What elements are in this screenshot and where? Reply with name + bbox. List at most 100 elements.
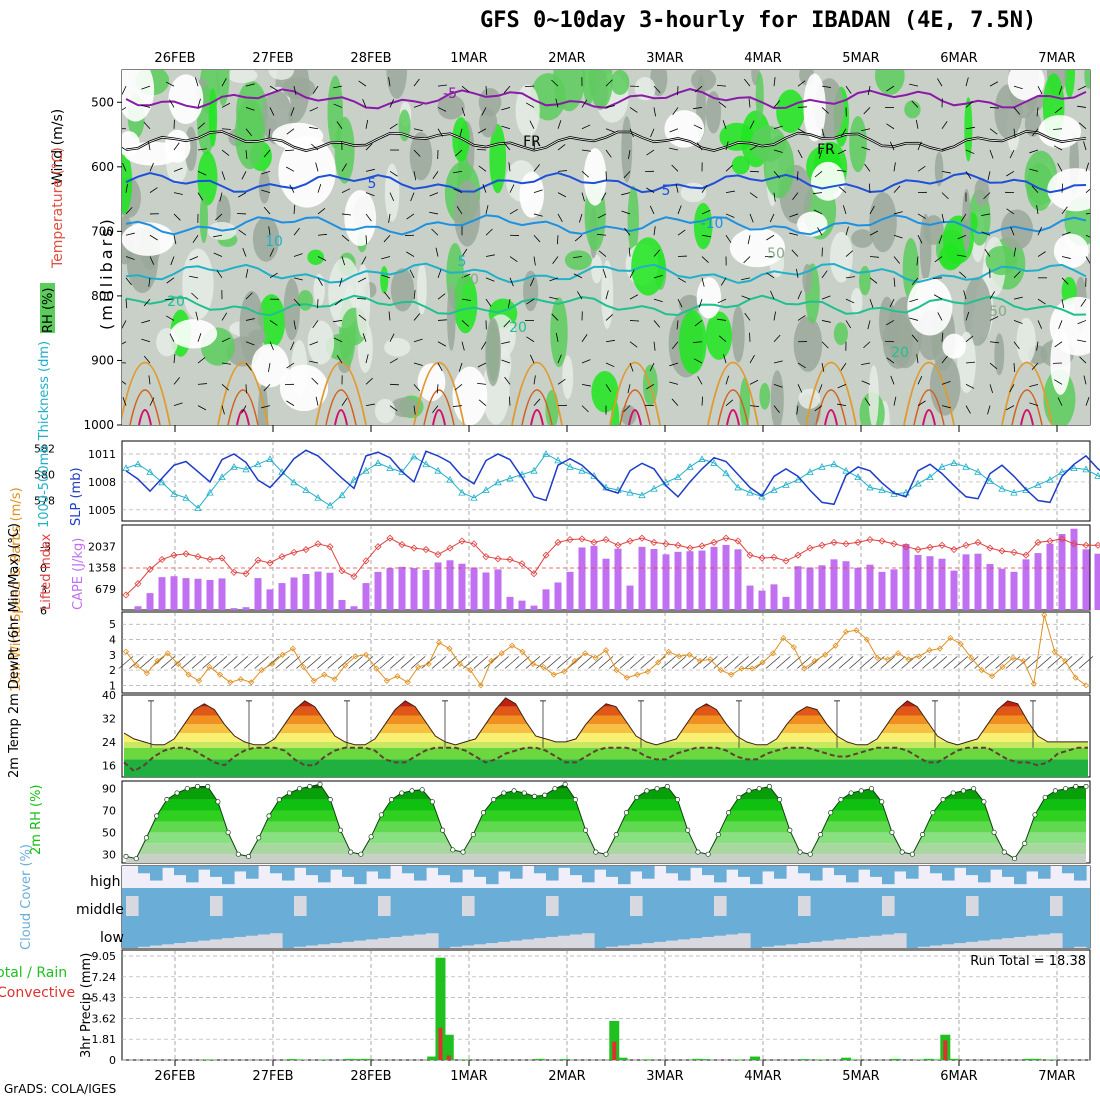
ua-ytick-label: 500 xyxy=(91,95,114,109)
wind-barb xyxy=(477,128,487,134)
wind-barb xyxy=(725,190,735,194)
precip-tick-label: 5.43 xyxy=(92,992,117,1005)
wind-barb xyxy=(743,256,751,264)
lifted-index-point xyxy=(686,544,694,552)
wind-speed-point xyxy=(623,674,630,681)
cape-bar xyxy=(278,583,286,610)
wind-barb xyxy=(122,85,127,95)
wind10m-barb xyxy=(191,656,207,669)
wind-speed-point xyxy=(446,645,453,652)
wind-barb xyxy=(675,183,679,193)
thickness-point xyxy=(866,483,874,491)
cape-bar xyxy=(866,564,874,610)
rh-dry-patch xyxy=(168,74,204,124)
thickness-tick-label: 578 xyxy=(34,494,55,507)
wind-speed-point xyxy=(1020,657,1027,664)
wind-barb xyxy=(987,171,991,181)
cloud-low-bar xyxy=(570,934,583,948)
wind-barb xyxy=(845,298,855,304)
wind-barb xyxy=(1029,383,1039,388)
lifted-index-point xyxy=(446,544,454,552)
wind-barb xyxy=(605,128,615,133)
rh-patch xyxy=(939,244,962,271)
wind-speed-point xyxy=(227,679,234,686)
rh-band xyxy=(126,854,1086,863)
wind-barb xyxy=(221,78,227,87)
wind-barb xyxy=(269,320,278,326)
wind-barb xyxy=(290,107,295,117)
rh-patch xyxy=(1026,163,1054,211)
wind-barb xyxy=(623,405,631,413)
rh-tick-label: 90 xyxy=(102,783,116,796)
wind-speed-point xyxy=(1041,611,1048,619)
rh-patch xyxy=(417,262,427,315)
cloud-low-bar xyxy=(198,940,211,948)
rh-patch xyxy=(268,70,295,80)
wind-barb xyxy=(413,78,420,87)
wind10m-barb xyxy=(922,656,937,669)
wind10m-barb xyxy=(797,656,812,669)
wind-barb xyxy=(268,128,271,138)
wind-barb xyxy=(341,397,348,406)
cape-bar xyxy=(722,544,730,610)
rh-point xyxy=(930,810,936,816)
wind-barb xyxy=(1013,320,1023,324)
wind-barb xyxy=(796,268,799,278)
wind-barb xyxy=(672,107,679,115)
cloud-high-bar xyxy=(234,866,247,872)
wind-barb xyxy=(1054,107,1063,114)
thickness-point xyxy=(854,473,862,481)
rh-patch xyxy=(452,117,470,162)
lifted-index-point xyxy=(242,570,250,578)
cloud-high-bar xyxy=(870,866,883,877)
rh-patch xyxy=(591,371,619,413)
lifted-index-point xyxy=(1010,548,1018,556)
date-label-top-9: 7MAR xyxy=(1038,51,1075,66)
cloud-low-bar xyxy=(810,941,823,948)
cape-bar xyxy=(698,550,706,610)
wind-speed-point xyxy=(759,659,766,666)
wind-barb xyxy=(717,318,727,321)
wind10m-barb xyxy=(1057,656,1073,669)
bl-contour xyxy=(122,361,171,425)
wind10m-barb xyxy=(661,656,676,669)
wind-barb xyxy=(837,383,847,389)
thickness-point xyxy=(806,468,814,475)
rh-point xyxy=(889,829,895,835)
thickness-point xyxy=(182,493,190,501)
wind-speed-point xyxy=(947,634,954,642)
wind-barb xyxy=(984,248,991,257)
wind-speed-point xyxy=(675,653,683,660)
wind-barb xyxy=(1085,234,1090,238)
rh-patch xyxy=(964,97,973,162)
wind-barb xyxy=(722,120,727,129)
precip-total-bar xyxy=(841,1057,851,1060)
wind-barb xyxy=(533,234,541,243)
bl-contour xyxy=(423,389,455,425)
lifted-index-point xyxy=(590,538,598,547)
rh-patch xyxy=(234,99,265,170)
cloud-low-bar xyxy=(954,943,967,948)
rh-patch xyxy=(678,294,701,315)
cloud-high-bar xyxy=(606,866,619,877)
bl-contour xyxy=(511,361,563,425)
cloud-high-bar xyxy=(582,866,595,883)
lifted-index-point xyxy=(950,545,958,554)
wind-barb xyxy=(166,277,175,284)
wind-barb xyxy=(459,128,463,138)
wind-barb xyxy=(869,299,874,308)
rh-patch xyxy=(739,377,751,425)
thickness-point xyxy=(218,473,226,481)
precip-total-bar xyxy=(609,1020,620,1060)
rh-dry-patch xyxy=(1007,70,1045,101)
thickness-point xyxy=(734,483,742,491)
cloud-high-bar xyxy=(726,866,739,870)
lifted-index-point xyxy=(770,553,778,561)
wind-barb xyxy=(747,235,751,245)
wind-barb xyxy=(605,79,613,87)
wind-barb xyxy=(311,143,319,151)
cloud-high-bar xyxy=(966,866,979,876)
thickness-point xyxy=(410,452,418,460)
thickness-point xyxy=(194,504,202,511)
ua-temp-label: Temperature (°C) xyxy=(50,147,66,269)
